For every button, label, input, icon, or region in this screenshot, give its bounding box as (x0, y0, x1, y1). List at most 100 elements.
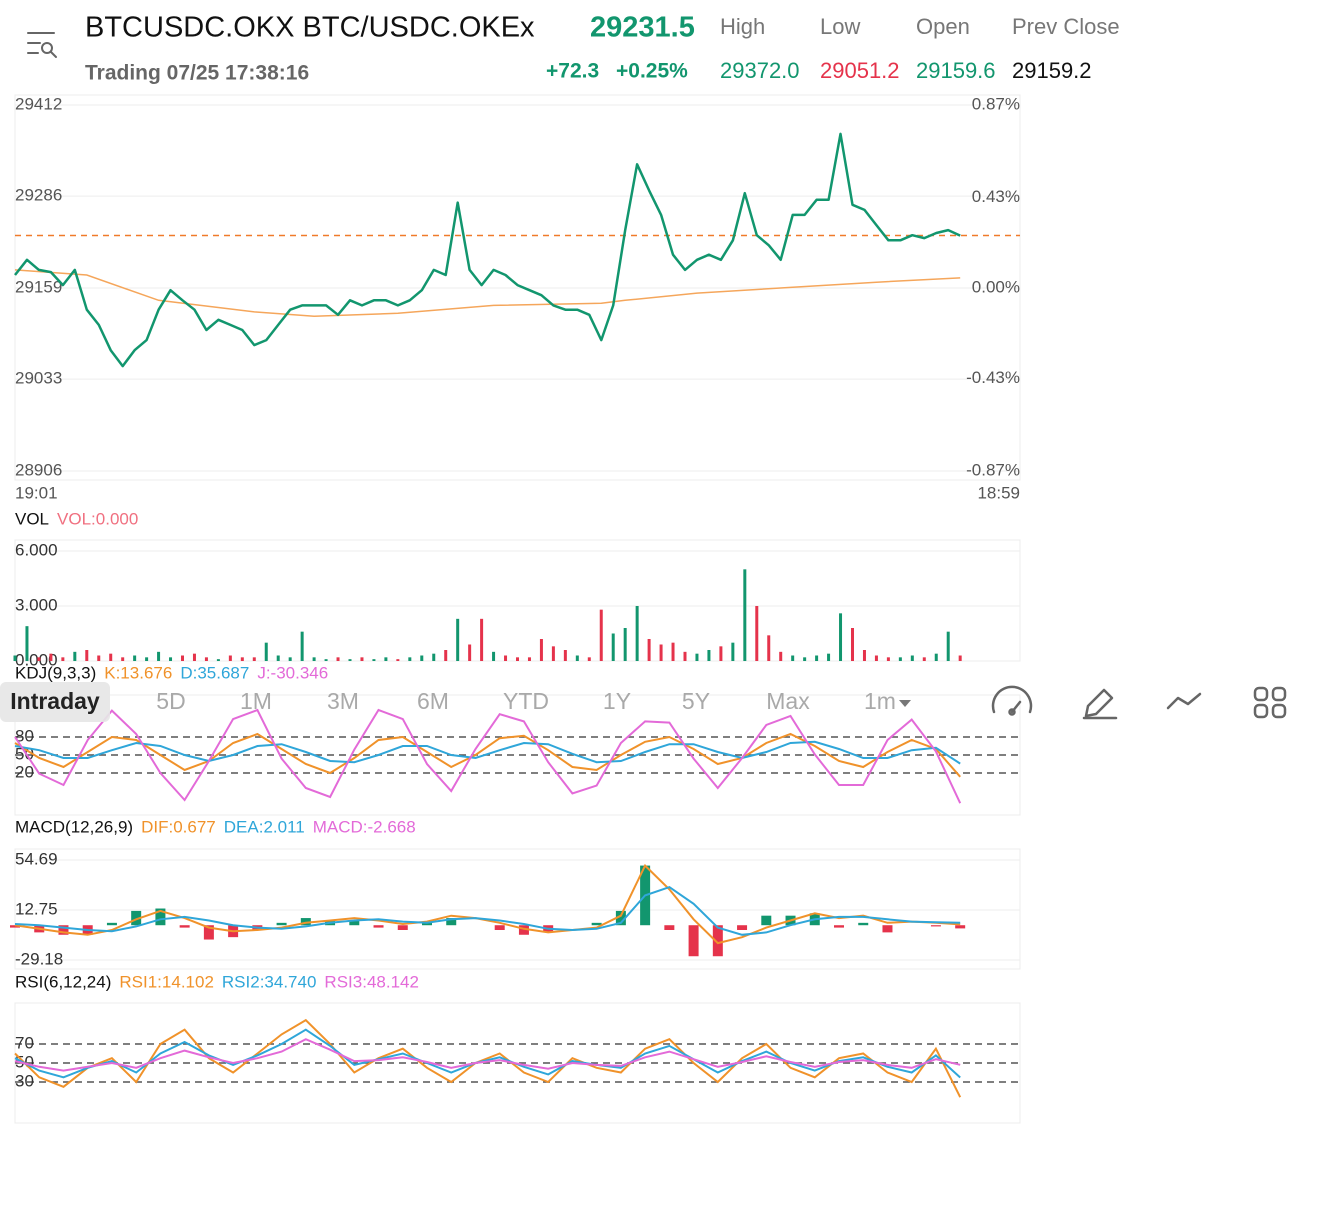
symbol-title: BTCUSDC.OKX BTC/USDC.OKEx (85, 12, 535, 44)
chart-marks: 29412 29286 29159 29033 28906 0.87% 0.43% 0.00%… (10, 94, 1020, 1098)
volume-bar (181, 655, 184, 661)
volume-bar (958, 655, 962, 661)
volume-bar (145, 657, 149, 661)
volume-bar (611, 633, 615, 661)
volume-bar (839, 613, 843, 661)
volume-bar (791, 655, 795, 661)
volume-bar (910, 655, 914, 661)
stat-label: Low (820, 14, 860, 39)
y-tick-label: 80 (15, 726, 34, 745)
selected-tab-bg (0, 682, 110, 722)
volume-bar (432, 653, 436, 661)
period-tab[interactable]: 5Y (682, 688, 710, 714)
y-tick-label: 29033 (15, 369, 62, 388)
volume-bar (73, 651, 77, 661)
y2-tick-label: -0.87% (966, 460, 1020, 479)
volume-bar (803, 657, 807, 661)
stat-value: 29051.2 (820, 58, 900, 83)
y-tick-label: 29412 (15, 94, 62, 113)
volume-bar (755, 606, 759, 661)
volume-bar (288, 657, 292, 661)
y-tick-label: 29286 (15, 186, 62, 205)
draw-pencil-icon[interactable] (1082, 688, 1118, 720)
volume-bar (587, 657, 591, 661)
volume-bar (695, 653, 699, 661)
period-tab[interactable]: Max (766, 688, 810, 714)
period-tab[interactable]: Intraday (10, 688, 100, 714)
period-tab[interactable]: 1Y (603, 688, 631, 714)
volume-bar (827, 653, 831, 661)
volume-bar (946, 631, 950, 661)
indicator-label: DIF:0.677 (141, 817, 216, 836)
volume-bar (204, 657, 208, 661)
period-tab[interactable]: 6M (417, 688, 449, 714)
macd-bar (106, 922, 117, 926)
y-tick-label: -29.18 (15, 950, 63, 969)
period-tab[interactable]: 1M (240, 688, 272, 714)
macd-bar (446, 918, 457, 926)
volume-bar (384, 657, 388, 661)
volume-bar (647, 639, 651, 661)
price-change-percent: +0.25% (616, 60, 688, 83)
menu-search-icon[interactable] (27, 32, 57, 58)
dropdown-arrow[interactable] (899, 700, 911, 707)
rsi-line (14, 1028, 961, 1079)
y-tick-label: 29159 (15, 277, 62, 296)
volume-bar (444, 650, 448, 661)
period-tabs: Intraday 5D 1M 3M 6M YTD 1Y 5Y Max 1m (0, 682, 911, 722)
macd-frame (14, 848, 1021, 970)
period-tab[interactable]: 5D (156, 688, 185, 714)
volume-bar (492, 651, 496, 661)
volume-bar (372, 659, 376, 661)
indicator-gauge-icon[interactable] (991, 685, 1033, 716)
volume-bar (360, 657, 364, 661)
volume-bar (264, 642, 268, 661)
macd-bar (834, 925, 845, 928)
indicator-label: D:35.687 (180, 663, 249, 682)
volume-bar (599, 609, 603, 661)
volume-bar (324, 659, 328, 661)
macd-bar (930, 925, 941, 927)
chart-type-icon[interactable] (1166, 692, 1202, 710)
macd-bar (494, 925, 505, 930)
y-tick-label: 54.69 (15, 849, 58, 868)
layout-grid-icon[interactable] (1253, 686, 1287, 719)
stat-label: Open (916, 14, 970, 39)
volume-bar (49, 653, 53, 661)
indicator-label: DEA:2.011 (224, 817, 305, 836)
volume-bar (539, 639, 543, 661)
volume-bar (516, 657, 519, 661)
volume-bar (276, 655, 280, 661)
volume-bar (851, 628, 854, 661)
indicator-label: J:-30.346 (257, 663, 328, 682)
macd-bar (712, 925, 723, 957)
volume-bar (898, 657, 902, 661)
volume-bar (671, 642, 675, 661)
volume-bar (563, 650, 567, 661)
volume-bar (456, 618, 460, 661)
volume-bar (133, 655, 137, 661)
volume-bar (169, 657, 173, 661)
volume-bar (731, 642, 735, 661)
macd-bar (664, 925, 675, 930)
volume-bar (623, 628, 627, 661)
volume-bar (121, 657, 125, 661)
y2-tick-label: -0.43% (966, 368, 1020, 387)
macd-bar (155, 908, 166, 926)
volume-bar (815, 655, 819, 661)
macd-bar (349, 920, 360, 926)
volume-bar (922, 657, 926, 661)
volume-bar (779, 651, 783, 661)
period-tab[interactable]: 3M (327, 688, 359, 714)
price-line (14, 132, 961, 368)
volume-bar (312, 657, 316, 661)
period-tab[interactable]: 1m (864, 688, 896, 714)
y-tick-label: 28906 (15, 460, 62, 479)
macd-line (14, 885, 961, 936)
y-tick-label: 3.000 (15, 595, 58, 614)
period-tab[interactable]: YTD (503, 688, 549, 714)
volume-bar (61, 657, 65, 661)
volume-bar (300, 631, 304, 661)
macd-bar (882, 925, 893, 933)
indicator-label: VOL (15, 509, 49, 528)
